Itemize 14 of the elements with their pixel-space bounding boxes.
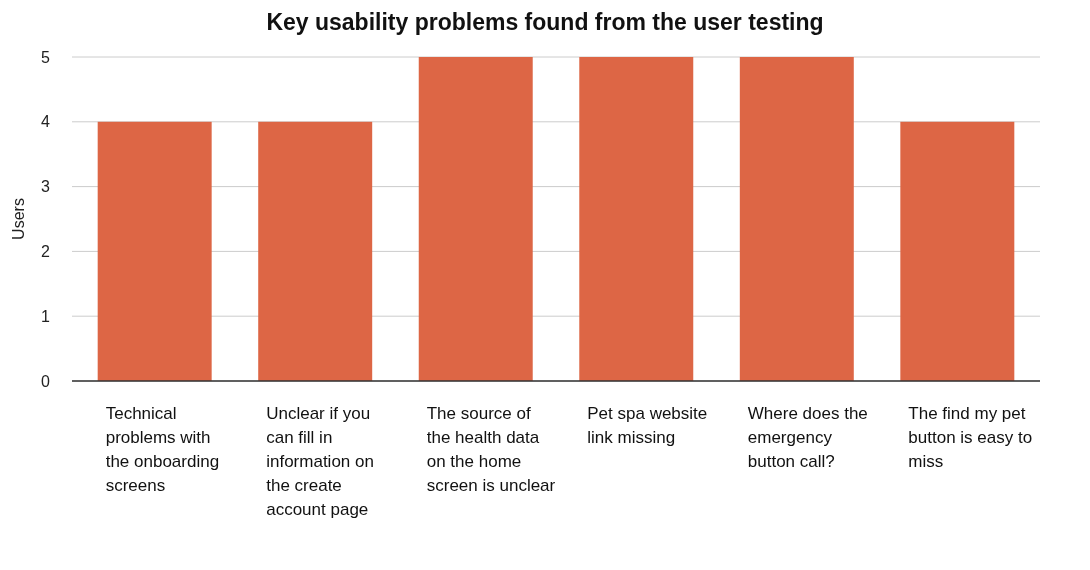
x-tick-label: Pet spa website link missing: [587, 404, 708, 447]
y-tick-label: 5: [41, 48, 51, 66]
x-tick-label: The source of the health data on the home screen is unclear: [426, 404, 556, 495]
y-axis-title: Users: [10, 198, 27, 240]
y-tick-label: 2: [41, 243, 51, 261]
y-tick-label: 4: [41, 113, 51, 131]
y-tick-label: 0: [41, 372, 51, 390]
y-tick-label: 3: [41, 178, 51, 196]
y-tick-label: 1: [41, 307, 51, 325]
x-tick-label: Where does the emergency button call?: [747, 404, 868, 471]
x-tick-label: Technical problems with the onboarding screens: [105, 404, 220, 495]
chart-title: Key usability problems found from the user testing: [266, 9, 824, 35]
x-tick-label: The find my pet button is easy to miss: [908, 404, 1033, 471]
x-tick-label: Unclear if you can fill in information on the create account page: [266, 404, 374, 519]
